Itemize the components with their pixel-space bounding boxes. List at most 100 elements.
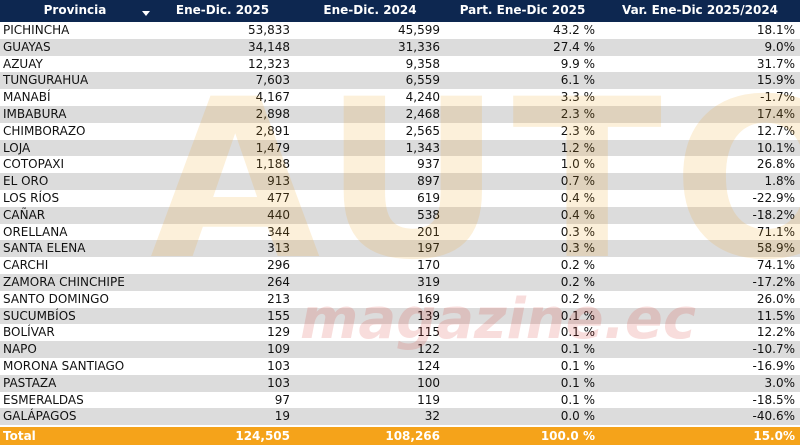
cell-provincia: COTOPAXI: [3, 157, 65, 172]
cell-ene-dic-2024: 139: [417, 308, 440, 323]
cell-var-2025-2024: -22.9%: [752, 190, 795, 205]
table-header: Provincia Ene-Dic. 2025 Ene-Dic. 2024 Pa…: [0, 0, 800, 22]
cell-provincia: ZAMORA CHINCHIPE: [3, 274, 125, 289]
cell-var-2025-2024: -10.7%: [752, 342, 795, 357]
cell-ene-dic-2025: 129: [267, 325, 290, 340]
table-row: PICHINCHA 53,833 45,599 43.2 % 18.1%: [0, 22, 800, 39]
cell-ene-dic-2025: 12,323: [248, 56, 290, 71]
cell-ene-dic-2024: 45,599: [398, 23, 440, 37]
table-row: GALÁPAGOS 19 32 0.0 % -40.6%: [0, 408, 800, 426]
table-row: CHIMBORAZO 2,891 2,565 2.3 % 12.7%: [0, 122, 800, 140]
cell-var-2025-2024: 17.4%: [756, 106, 795, 121]
cell-var-2025-2024: 18.1%: [756, 23, 795, 37]
cell-part-2025: 0.2 %: [560, 258, 595, 273]
total-var-2025-2024: 15.0%: [753, 429, 795, 443]
table-row: TUNGURAHUA 7,603 6,559 6.1 % 15.9%: [0, 72, 800, 90]
cell-var-2025-2024: -1.7%: [760, 90, 795, 105]
cell-ene-dic-2025: 1,479: [255, 140, 290, 155]
cell-var-2025-2024: 1.8%: [764, 174, 796, 189]
cell-provincia: ESMERALDAS: [3, 392, 84, 407]
chevron-down-icon[interactable]: [142, 11, 150, 16]
cell-provincia: CARCHI: [3, 258, 49, 273]
cell-ene-dic-2025: 155: [267, 308, 290, 323]
table-row: ORELLANA 344 201 0.3 % 71.1%: [0, 223, 800, 241]
cell-ene-dic-2024: 122: [417, 342, 440, 357]
header-part-2025[interactable]: Part. Ene-Dic 2025: [459, 3, 586, 17]
cell-part-2025: 0.2 %: [560, 291, 595, 306]
cell-ene-dic-2024: 170: [417, 258, 440, 273]
cell-var-2025-2024: 3.0%: [764, 375, 796, 390]
cell-var-2025-2024: 58.9%: [756, 241, 795, 256]
cell-ene-dic-2024: 32: [424, 409, 440, 424]
cell-var-2025-2024: 11.5%: [756, 308, 795, 323]
table-row: MORONA SANTIAGO 103 124 0.1 % -16.9%: [0, 357, 800, 375]
cell-var-2025-2024: -40.6%: [752, 409, 795, 424]
cell-ene-dic-2025: 19: [274, 409, 290, 424]
cell-var-2025-2024: 74.1%: [756, 258, 795, 273]
cell-var-2025-2024: -18.5%: [752, 392, 795, 407]
header-ene-dic-2024[interactable]: Ene-Dic. 2024: [323, 3, 417, 17]
cell-provincia: PICHINCHA: [3, 23, 70, 37]
cell-part-2025: 0.1 %: [560, 392, 595, 407]
table-row: COTOPAXI 1,188 937 1.0 % 26.8%: [0, 156, 800, 174]
cell-part-2025: 27.4 %: [553, 39, 595, 54]
cell-part-2025: 0.4 %: [560, 190, 595, 205]
cell-ene-dic-2025: 53,833: [248, 23, 290, 37]
cell-provincia: MANABÍ: [3, 90, 51, 105]
cell-provincia: SANTA ELENA: [3, 241, 86, 256]
cell-provincia: GUAYAS: [3, 39, 51, 54]
cell-provincia: LOS RÍOS: [3, 190, 60, 205]
cell-provincia: CAÑAR: [3, 207, 46, 222]
cell-provincia: CHIMBORAZO: [3, 123, 86, 138]
cell-var-2025-2024: 26.8%: [756, 157, 795, 172]
cell-ene-dic-2025: 1,188: [255, 157, 290, 172]
table-row: EL ORO 913 897 0.7 % 1.8%: [0, 173, 800, 190]
cell-ene-dic-2025: 97: [274, 392, 290, 407]
table-body: PICHINCHA 53,833 45,599 43.2 % 18.1% GUAYAS 34…: [0, 22, 800, 426]
cell-part-2025: 0.4 %: [560, 207, 595, 222]
cell-ene-dic-2024: 169: [417, 291, 440, 306]
cell-ene-dic-2024: 937: [417, 157, 440, 172]
header-ene-dic-2025[interactable]: Ene-Dic. 2025: [175, 3, 270, 17]
cell-ene-dic-2025: 103: [267, 358, 290, 373]
table-row: SANTA ELENA 313 197 0.3 % 58.9%: [0, 240, 800, 258]
cell-part-2025: 0.1 %: [560, 358, 595, 373]
header-provincia[interactable]: Provincia: [0, 0, 150, 22]
cell-ene-dic-2024: 1,343: [405, 140, 440, 155]
cell-ene-dic-2025: 103: [267, 375, 290, 390]
cell-var-2025-2024: 10.1%: [756, 140, 795, 155]
table-row: SUCUMBÍOS 155 139 0.1 % 11.5%: [0, 307, 800, 325]
total-label: Total: [3, 429, 36, 443]
table-row: ZAMORA CHINCHIPE 264 319 0.2 % -17.2%: [0, 273, 800, 291]
table-row: BOLÍVAR 129 115 0.1 % 12.2%: [0, 324, 800, 342]
cell-ene-dic-2024: 115: [417, 325, 440, 340]
cell-ene-dic-2024: 538: [417, 207, 440, 222]
cell-ene-dic-2025: 34,148: [248, 39, 290, 54]
header-var-2025-2024[interactable]: Var. Ene-Dic 2025/2024: [621, 3, 779, 17]
cell-ene-dic-2025: 7,603: [255, 73, 290, 88]
cell-var-2025-2024: -18.2%: [752, 207, 795, 222]
cell-provincia: NAPO: [3, 342, 37, 357]
cell-ene-dic-2025: 913: [267, 174, 290, 189]
cell-ene-dic-2025: 109: [267, 342, 290, 357]
total-ene-dic-2025: 124,505: [235, 429, 290, 443]
total-part-2025: 100.0 %: [540, 429, 595, 443]
cell-provincia: TUNGURAHUA: [3, 73, 89, 88]
cell-ene-dic-2024: 9,358: [405, 56, 440, 71]
cell-ene-dic-2025: 440: [267, 207, 290, 222]
cell-ene-dic-2024: 201: [417, 224, 440, 239]
cell-ene-dic-2024: 2,565: [405, 123, 440, 138]
cell-ene-dic-2024: 319: [417, 274, 440, 289]
cell-ene-dic-2024: 6,559: [405, 73, 440, 88]
cell-ene-dic-2025: 296: [267, 258, 290, 273]
cell-provincia: IMBABURA: [3, 106, 67, 121]
cell-ene-dic-2025: 2,891: [255, 123, 290, 138]
cell-part-2025: 3.3 %: [560, 90, 595, 105]
cell-part-2025: 0.0 %: [560, 409, 595, 424]
cell-provincia: LOJA: [3, 140, 31, 155]
table-row: CARCHI 296 170 0.2 % 74.1%: [0, 257, 800, 274]
cell-provincia: PASTAZA: [3, 375, 57, 390]
cell-part-2025: 0.7 %: [560, 174, 595, 189]
cell-part-2025: 0.1 %: [560, 375, 595, 390]
cell-var-2025-2024: -17.2%: [752, 274, 795, 289]
